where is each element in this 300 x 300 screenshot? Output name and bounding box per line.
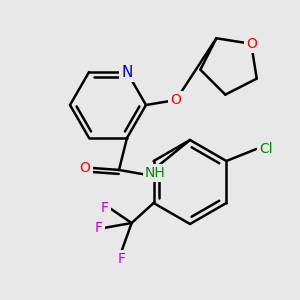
Text: N: N xyxy=(121,64,133,80)
Text: Cl: Cl xyxy=(260,142,273,156)
Text: NH: NH xyxy=(145,166,165,180)
Text: O: O xyxy=(171,93,182,107)
Text: F: F xyxy=(100,201,109,215)
Text: F: F xyxy=(94,221,103,235)
Text: O: O xyxy=(246,37,257,51)
Text: F: F xyxy=(118,252,126,266)
Text: O: O xyxy=(80,161,90,175)
